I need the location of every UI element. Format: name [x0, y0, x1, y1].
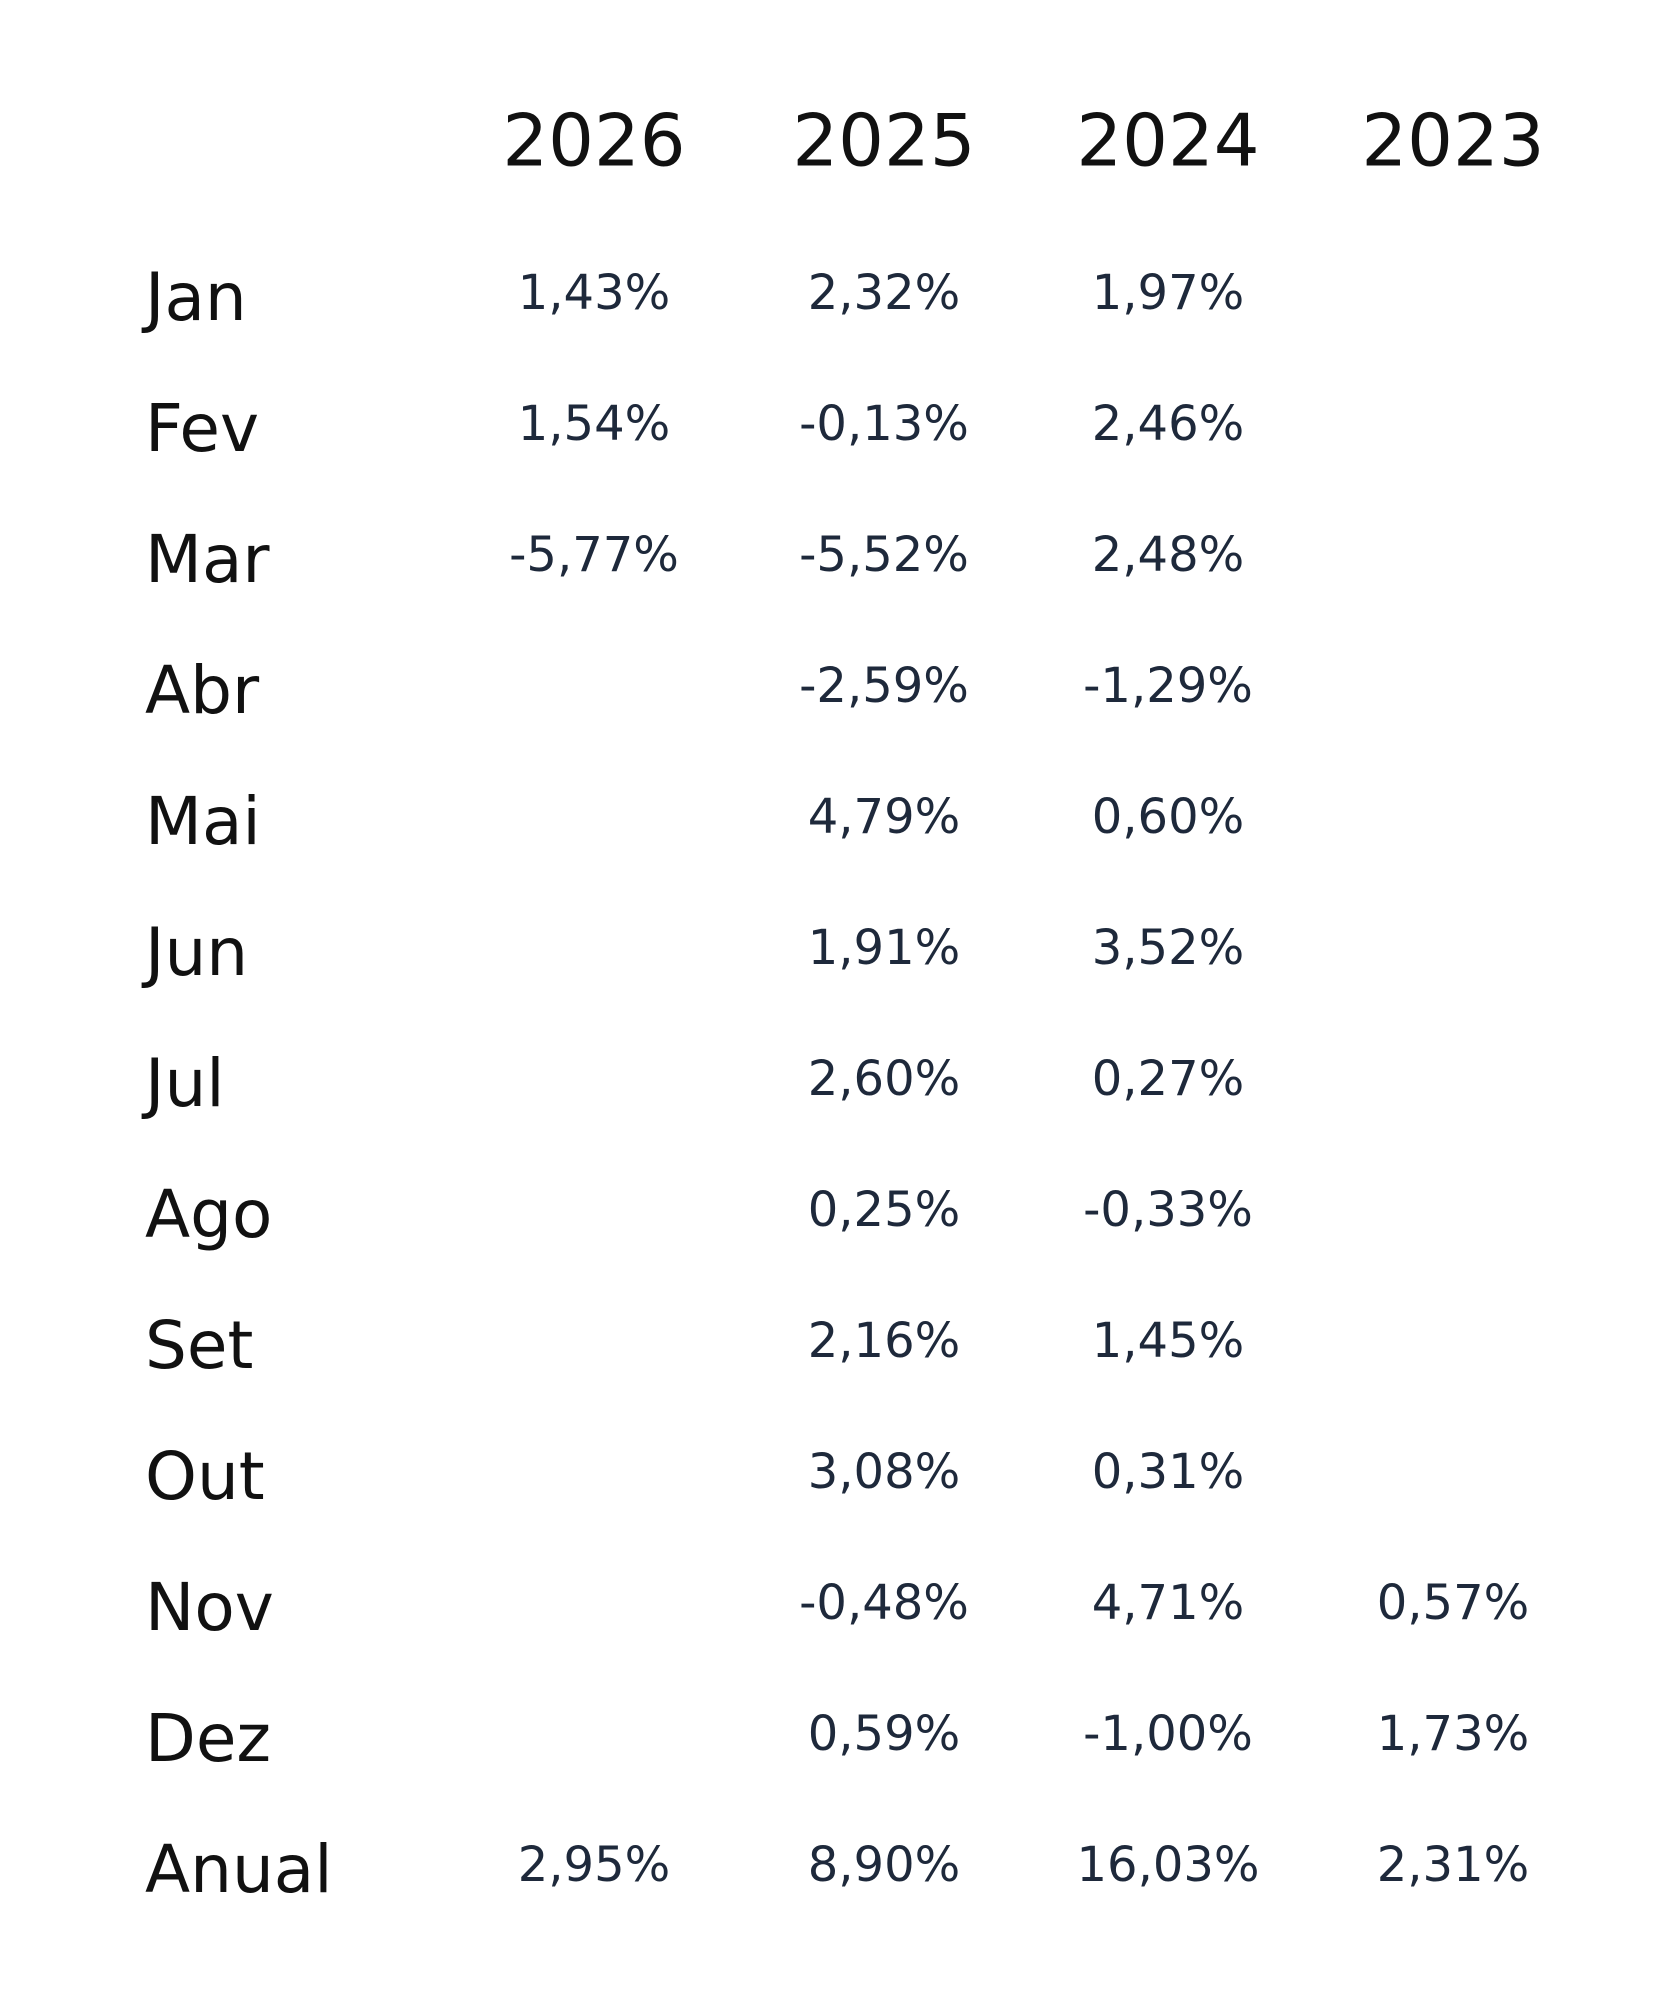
row-label: Mar — [145, 521, 270, 598]
cell-value: 0,31% — [1092, 1444, 1244, 1500]
cell-value: 2,60% — [808, 1051, 960, 1107]
row-label: Jan — [141, 259, 247, 336]
cell-value: 1,43% — [518, 265, 670, 321]
cell-value: 2,31% — [1377, 1837, 1529, 1893]
cell-value: 0,57% — [1377, 1575, 1529, 1631]
cell-value: 1,97% — [1092, 265, 1244, 321]
cell-value: -5,52% — [799, 527, 969, 583]
row-label: Anual — [145, 1831, 333, 1908]
cell-value: 2,95% — [518, 1837, 670, 1893]
cell-value: -2,59% — [799, 658, 969, 714]
cell-value: 4,71% — [1092, 1575, 1244, 1631]
cell-value: 1,45% — [1092, 1313, 1244, 1369]
cell-value: -0,33% — [1083, 1182, 1253, 1238]
cell-value: 1,73% — [1377, 1706, 1529, 1762]
row-label: Ago — [145, 1176, 272, 1253]
row-label: Out — [145, 1438, 265, 1515]
cell-value: 2,46% — [1092, 396, 1244, 452]
cell-value: 0,27% — [1092, 1051, 1244, 1107]
row-label: Mai — [145, 783, 261, 860]
row-label: Set — [145, 1307, 253, 1384]
row-label: Abr — [145, 652, 260, 729]
cell-value: 0,59% — [808, 1706, 960, 1762]
cell-value: -1,00% — [1083, 1706, 1253, 1762]
column-header: 2025 — [792, 99, 975, 183]
cell-value: 2,48% — [1092, 527, 1244, 583]
row-label: Fev — [145, 390, 259, 467]
cell-value: 1,91% — [808, 920, 960, 976]
cell-value: 3,08% — [808, 1444, 960, 1500]
cell-value: 0,60% — [1092, 789, 1244, 845]
cell-value: 1,54% — [518, 396, 670, 452]
cell-value: 16,03% — [1076, 1837, 1259, 1893]
cell-value: 0,25% — [808, 1182, 960, 1238]
cell-value: 2,16% — [808, 1313, 960, 1369]
cell-value: -1,29% — [1083, 658, 1253, 714]
column-header: 2023 — [1361, 99, 1544, 183]
column-header: 2026 — [502, 99, 685, 183]
cell-value: 4,79% — [808, 789, 960, 845]
cell-value: -0,48% — [799, 1575, 969, 1631]
column-header: 2024 — [1076, 99, 1259, 183]
cell-value: 3,52% — [1092, 920, 1244, 976]
cell-value: 2,32% — [808, 265, 960, 321]
row-label: Jun — [141, 914, 248, 991]
cell-value: -5,77% — [509, 527, 679, 583]
row-label: Jul — [141, 1045, 225, 1122]
cell-value: 8,90% — [808, 1837, 960, 1893]
cell-value: -0,13% — [799, 396, 969, 452]
row-label: Nov — [145, 1569, 274, 1646]
row-label: Dez — [145, 1700, 271, 1777]
